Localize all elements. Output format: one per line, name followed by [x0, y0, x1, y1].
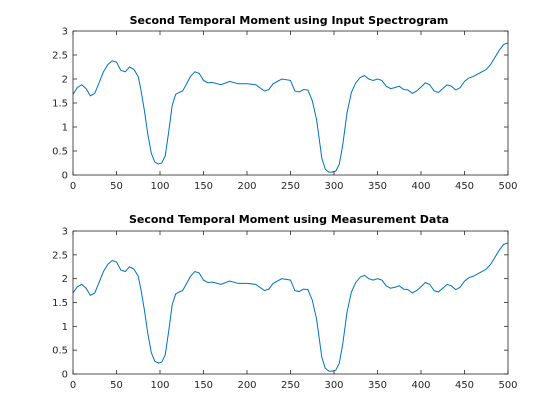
top-y-tick-label: 1.5: [52, 99, 68, 110]
top-x-tick-label: 250: [281, 181, 300, 192]
bottom-x-tick-label: 400: [411, 380, 430, 391]
bottom-y-tick-label: 1: [62, 322, 68, 333]
bottom-x-tick-label: 500: [498, 380, 517, 391]
subplot-top-title: Second Temporal Moment using Input Spect…: [130, 14, 449, 27]
bottom-x-tick-label: 100: [150, 380, 169, 391]
top-x-tick-label: 50: [110, 181, 123, 192]
top-x-tick-label: 300: [324, 181, 343, 192]
bottom-x-tick-label: 200: [237, 380, 256, 391]
subplot-top-plot-area: 0 50 100 150 200 250 300 350 400 450 500 0 0.5 1 1.5 2 2…: [52, 27, 517, 193]
bottom-y-tick-label: 0.5: [52, 346, 68, 357]
top-x-tick-label: 150: [194, 181, 213, 192]
bottom-y-tick-label: 2: [62, 274, 68, 285]
bottom-x-tick-label: 50: [110, 380, 123, 391]
bottom-x-tick-label: 350: [368, 380, 387, 391]
bottom-series-line: [72, 242, 509, 372]
subplot-top: Second Temporal Moment using Input Spect…: [52, 14, 517, 192]
top-y-tick-label: 0.5: [52, 147, 68, 158]
bottom-x-tick-label: 450: [455, 380, 474, 391]
top-y-tick-label: 3: [62, 27, 68, 38]
top-x-tick-label: 350: [368, 181, 387, 192]
bottom-axes-box: [72, 230, 509, 375]
bottom-y-tick-label: 2.5: [52, 250, 68, 261]
subplot-bottom: Second Temporal Moment using Measurement…: [52, 213, 517, 391]
top-y-tick-label: 1: [62, 123, 68, 134]
top-y-tick-label: 0: [62, 171, 68, 182]
bottom-x-tick-label: 0: [70, 380, 76, 391]
bottom-y-tick-label: 1.5: [52, 298, 68, 309]
subplot-bottom-plot-area: 0 50 100 150 200 250 300 350 400 450 500 0 0.5 1 1.5 2 2…: [52, 227, 517, 392]
bottom-y-tick-label: 3: [62, 227, 68, 238]
subplot-bottom-title: Second Temporal Moment using Measurement…: [129, 213, 449, 226]
top-x-tick-label: 400: [411, 181, 430, 192]
bottom-x-tick-label: 300: [324, 380, 343, 391]
top-y-tick-label: 2: [62, 75, 68, 86]
top-series-line: [72, 42, 509, 173]
top-x-tick-label: 450: [455, 181, 474, 192]
top-x-tick-label: 200: [237, 181, 256, 192]
bottom-x-tick-label: 250: [281, 380, 300, 391]
top-x-tick-label: 500: [498, 181, 517, 192]
bottom-y-tick-label: 0: [62, 370, 68, 381]
bottom-x-tick-label: 150: [194, 380, 213, 391]
top-x-tick-label: 100: [150, 181, 169, 192]
top-axes-box: [72, 30, 509, 176]
top-x-tick-label: 0: [70, 181, 76, 192]
top-y-tick-label: 2.5: [52, 51, 68, 62]
